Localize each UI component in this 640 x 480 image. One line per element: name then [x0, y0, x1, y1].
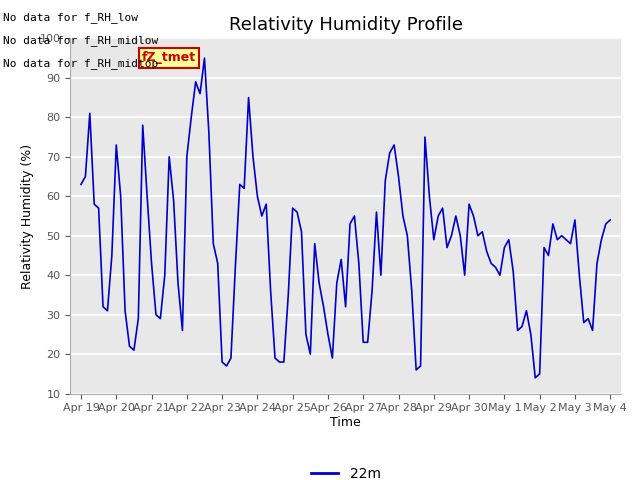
Text: No data for f_RH_midtop: No data for f_RH_midtop — [3, 58, 159, 69]
Text: fZ_tmet: fZ_tmet — [142, 51, 196, 64]
Y-axis label: Relativity Humidity (%): Relativity Humidity (%) — [21, 144, 34, 288]
X-axis label: Time: Time — [330, 416, 361, 429]
Text: No data for f_RH_low: No data for f_RH_low — [3, 12, 138, 23]
Text: No data for f_RH_midlow: No data for f_RH_midlow — [3, 35, 159, 46]
Legend: 22m: 22m — [305, 461, 386, 480]
Title: Relativity Humidity Profile: Relativity Humidity Profile — [228, 16, 463, 34]
